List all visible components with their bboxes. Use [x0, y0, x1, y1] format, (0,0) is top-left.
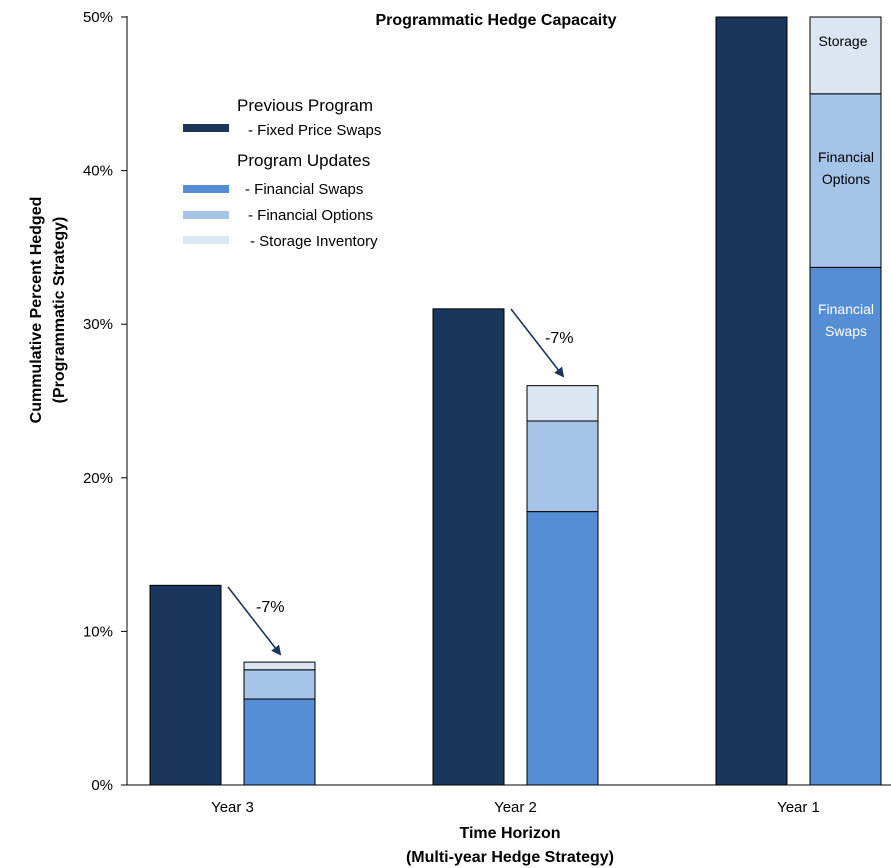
- bar-financial-options-year-2: [526, 420, 599, 513]
- legend: Previous Program - Fixed Price Swaps Pro…: [183, 96, 381, 250]
- x-tick-label: Year 2: [494, 799, 537, 816]
- bar-storage-inventory-year-1: [809, 16, 882, 95]
- x-axis-ticks: Year 3 Year 2 Year 1: [211, 799, 820, 816]
- segment-labels-year-1: Storage Financial Options Financial Swap…: [818, 33, 874, 339]
- annotation-arrow-year-3: [227, 586, 282, 656]
- bar-storage-inventory-year-2: [526, 385, 599, 422]
- legend-label-fixed-price-swaps: - Fixed Price Swaps: [248, 122, 381, 139]
- chart-title: Programmatic Hedge Capacaity: [376, 12, 617, 29]
- legend-label-storage-inventory: - Storage Inventory: [250, 233, 378, 250]
- y-axis-ticks: 0% 10% 20% 30% 40% 50%: [83, 9, 127, 794]
- y-axis-title-line-2: (Programmatic Strategy): [51, 217, 68, 404]
- y-tick-label: 10%: [83, 623, 113, 640]
- bar-financial-options-year-3: [243, 669, 316, 700]
- bar-financial-swaps-year-2: [526, 511, 599, 786]
- bar-fixed-price-swaps-year-1: [715, 16, 788, 786]
- y-tick-label: 20%: [83, 470, 113, 487]
- segment-label-options-line-1: Financial: [818, 149, 874, 165]
- annotation-year-3: -7%: [227, 586, 284, 656]
- y-axis-title-line-1: Cummulative Percent Hedged: [28, 197, 45, 424]
- legend-swatch-financial-options: [183, 211, 229, 219]
- bar-financial-swaps-year-3: [243, 698, 316, 786]
- annotation-arrow-year-2: [510, 308, 565, 378]
- x-tick-label: Year 3: [211, 799, 254, 816]
- bar-fixed-price-swaps-year-2: [432, 308, 505, 786]
- segment-label-storage: Storage: [818, 33, 867, 49]
- legend-swatch-storage-inventory: [183, 236, 229, 244]
- bar-storage-inventory-year-3: [243, 661, 316, 671]
- legend-swatch-fixed-price-swaps: [183, 124, 229, 132]
- legend-group-previous-program: Previous Program: [237, 96, 373, 115]
- bar-fixed-price-swaps-year-3: [149, 584, 222, 786]
- bars: [149, 16, 882, 786]
- annotation-year-2: -7%: [510, 308, 573, 378]
- y-tick-label: 40%: [83, 163, 113, 180]
- x-tick-label: Year 1: [777, 799, 820, 816]
- segment-label-swaps-line-1: Financial: [818, 301, 874, 317]
- segment-label-swaps-line-2: Swaps: [825, 323, 867, 339]
- y-tick-label: 0%: [91, 777, 113, 794]
- bar-financial-swaps-year-1: [809, 266, 882, 786]
- annotation-label-year-3: -7%: [256, 599, 284, 616]
- bar-financial-options-year-1: [809, 93, 882, 268]
- segment-label-options-line-2: Options: [822, 171, 870, 187]
- legend-label-financial-swaps: - Financial Swaps: [245, 181, 363, 198]
- y-tick-label: 50%: [83, 9, 113, 26]
- legend-group-program-updates: Program Updates: [237, 151, 370, 170]
- legend-label-financial-options: - Financial Options: [248, 207, 373, 224]
- x-axis-title-line-1: Time Horizon: [459, 825, 560, 842]
- legend-swatch-financial-swaps: [183, 185, 229, 193]
- x-axis-title-line-2: (Multi-year Hedge Strategy): [406, 849, 614, 866]
- y-tick-label: 30%: [83, 316, 113, 333]
- annotation-label-year-2: -7%: [545, 330, 573, 347]
